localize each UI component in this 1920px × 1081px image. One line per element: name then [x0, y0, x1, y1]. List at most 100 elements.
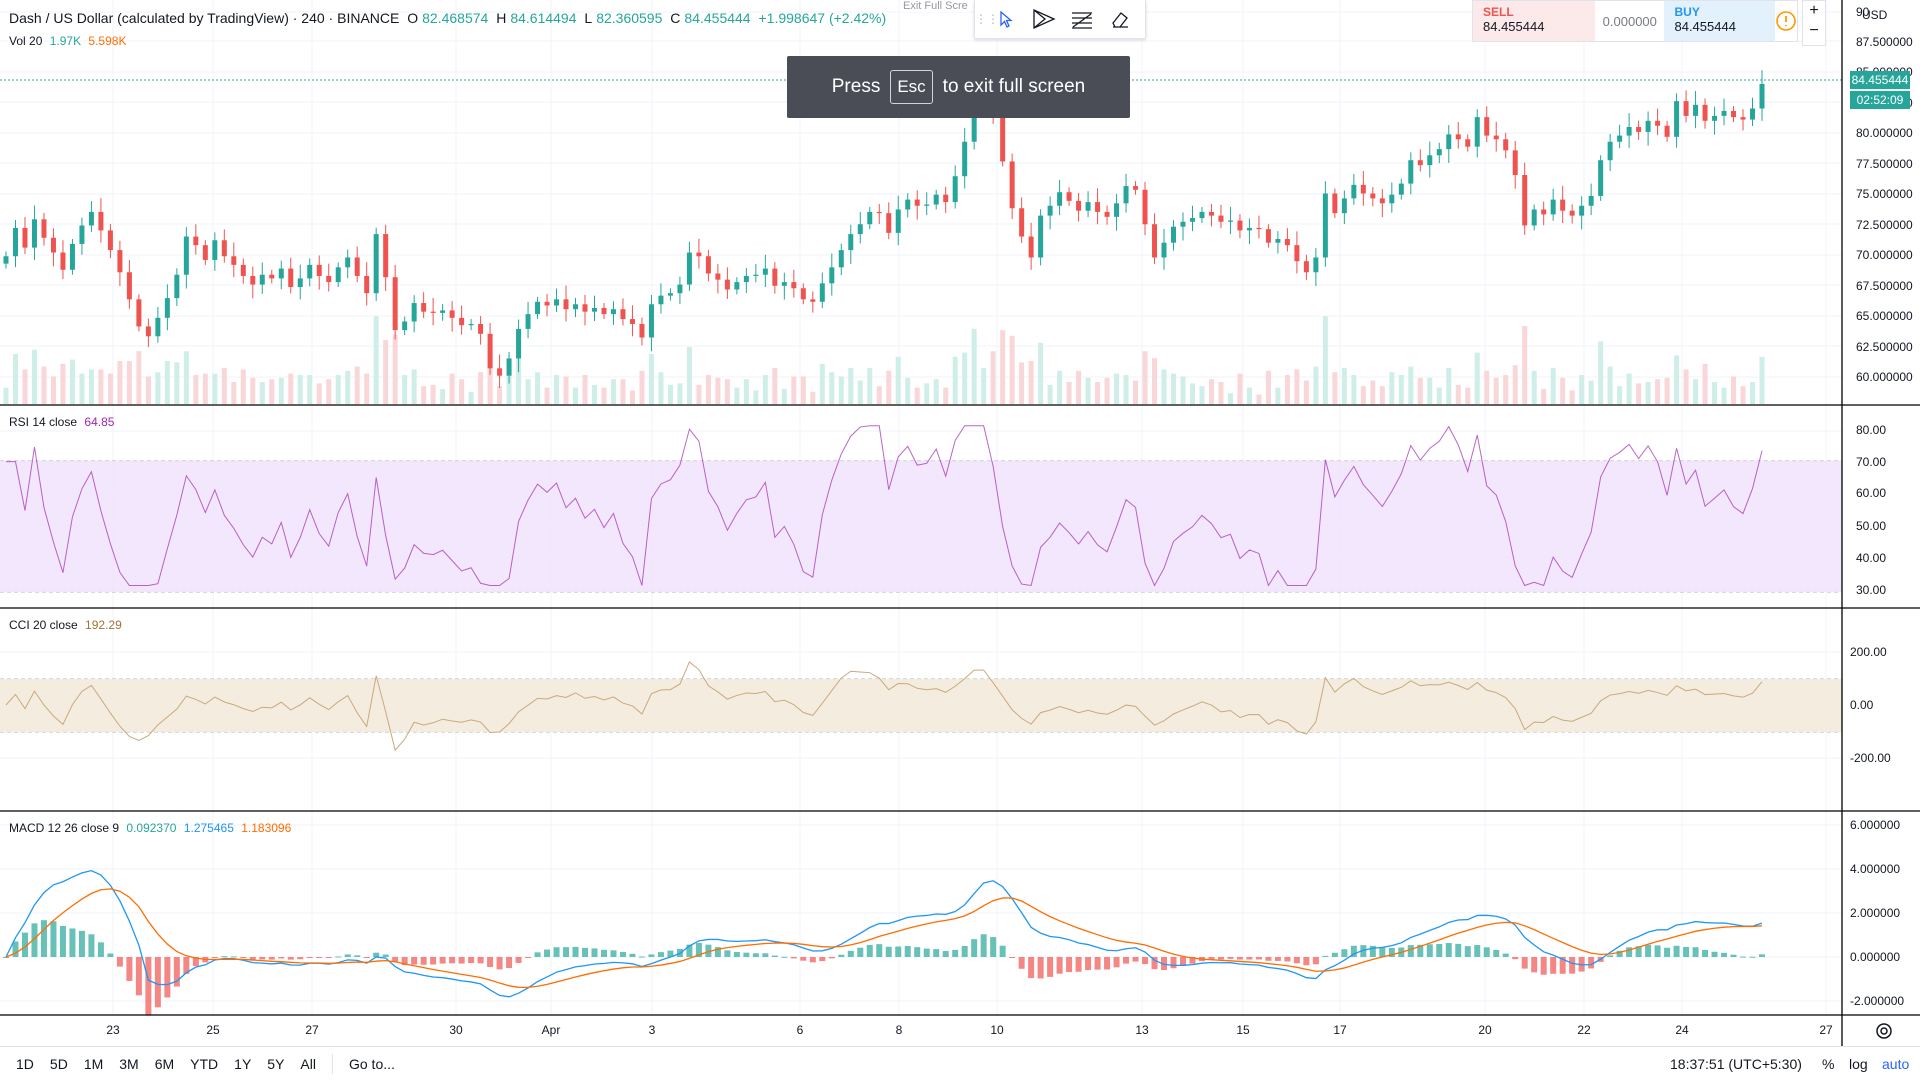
zoom-out-icon[interactable]: −	[1809, 22, 1819, 39]
timeframe-6m[interactable]: 6M	[154, 1056, 175, 1072]
sell-button[interactable]: SELL 84.455444	[1473, 1, 1596, 41]
exit-fullscreen-label[interactable]: Exit Full Scre	[903, 0, 968, 12]
macd-histogram-bar	[1360, 945, 1367, 957]
macd-histogram-bar	[1265, 957, 1272, 961]
sell-price: 84.455444	[1483, 19, 1545, 34]
candle-body	[1000, 114, 1006, 162]
candle-body	[449, 310, 455, 318]
macd-histogram-bar	[211, 957, 218, 958]
buy-button[interactable]: BUY 84.455444	[1664, 1, 1775, 41]
currency-label[interactable]: USD	[1862, 8, 1888, 22]
macd-label: MACD 12 26 close 9	[9, 821, 120, 835]
zoom-in-icon[interactable]: +	[1809, 2, 1819, 19]
candle-body	[962, 141, 968, 177]
close-value: 84.455444	[684, 10, 751, 26]
candle-body	[1655, 120, 1661, 126]
volume-bar	[914, 387, 920, 404]
macd-histogram-bar	[1730, 954, 1737, 957]
volume-bar	[943, 387, 949, 404]
candle-body	[307, 264, 313, 279]
eraser-icon[interactable]	[1101, 2, 1139, 36]
volume-bar	[240, 369, 246, 404]
time-tick-label: 20	[1478, 1023, 1492, 1037]
esc-key-badge: Esc	[890, 70, 933, 104]
candle-body	[1246, 227, 1252, 231]
log-toggle[interactable]: log	[1849, 1056, 1868, 1072]
chart-canvas[interactable]: 9087.50000085.00000082.50000080.00000077…	[0, 0, 1920, 1046]
last-price-badge: 84.455444	[1850, 71, 1910, 89]
candle-body	[1341, 198, 1347, 214]
info-icon[interactable]	[1775, 1, 1797, 41]
time-tick-label: 6	[797, 1023, 804, 1037]
candle-body	[819, 283, 825, 302]
macd-legend[interactable]: MACD 12 26 close 9 0.092370 1.275465 1.1…	[9, 821, 295, 835]
close-label: C	[670, 10, 681, 26]
auto-toggle[interactable]: auto	[1882, 1056, 1910, 1072]
cci-legend[interactable]: CCI 20 close 192.29	[9, 618, 126, 632]
candle-body	[1446, 134, 1452, 150]
volume-bar	[1000, 330, 1006, 404]
timeframe-5d[interactable]: 5D	[49, 1056, 68, 1072]
macd-histogram-bar	[1711, 951, 1718, 957]
candle-body	[50, 237, 56, 253]
volume-bar	[1493, 377, 1499, 404]
macd-histogram-bar	[790, 957, 797, 959]
rsi-polyline	[6, 425, 1763, 587]
goto-button[interactable]: Go to...	[348, 1056, 395, 1072]
timeframe-3m[interactable]: 3M	[119, 1056, 139, 1072]
macd-histogram-bar	[1540, 957, 1547, 975]
candle-body	[1180, 221, 1186, 227]
volume-bar	[990, 351, 996, 404]
volume-legend[interactable]: Vol 20 1.97K 5.598K	[9, 34, 130, 48]
rsi-legend[interactable]: RSI 14 close 64.85	[9, 415, 118, 429]
macd-histogram-bar	[1664, 947, 1671, 957]
candle-body	[354, 257, 360, 276]
candle-body	[1674, 101, 1680, 137]
macd-histogram-bar	[363, 957, 370, 958]
macd-histogram-bar	[1331, 952, 1338, 957]
candle-body	[117, 250, 123, 273]
clock[interactable]: 18:37:51 (UTC+5:30)	[1670, 1056, 1802, 1072]
drag-handle-icon[interactable]: ⋮⋮	[975, 12, 999, 26]
macd-histogram-bar	[1407, 945, 1414, 957]
timeframe-5y[interactable]: 5Y	[267, 1056, 285, 1072]
volume-bar	[1750, 382, 1756, 404]
symbol-title[interactable]: Dash / US Dollar (calculated by TradingV…	[9, 10, 400, 26]
volume-bar	[734, 387, 740, 404]
candle-body	[1664, 125, 1670, 137]
percent-toggle[interactable]: %	[1822, 1056, 1835, 1072]
time-tick-label: 25	[206, 1023, 220, 1037]
timeframe-ytd[interactable]: YTD	[190, 1056, 219, 1072]
volume-bar	[1512, 365, 1518, 404]
volume-bar	[1227, 393, 1233, 404]
trend-tool-icon[interactable]	[1025, 2, 1063, 36]
time-tick-label: 27	[305, 1023, 319, 1037]
macd-histogram-bar	[942, 951, 949, 957]
candle-body	[1379, 198, 1385, 204]
macd-histogram-bar	[1094, 957, 1101, 970]
macd-histogram-bar	[1170, 957, 1177, 969]
timeframe-1d[interactable]: 1D	[16, 1056, 34, 1072]
macd-histogram-bar	[392, 957, 399, 962]
price-tick-label: 70.000000	[1856, 248, 1913, 262]
timeframe-1m[interactable]: 1M	[83, 1056, 104, 1072]
macd-histogram-bar	[1227, 957, 1234, 959]
cci-line	[5, 661, 1763, 752]
timeframe-all[interactable]: All	[300, 1056, 316, 1072]
macd-histogram-bar	[88, 934, 95, 957]
macd-histogram-bar	[1521, 957, 1528, 969]
macd-histogram-bar	[667, 950, 674, 957]
macd-histogram-bar	[591, 948, 598, 957]
volume-bar	[459, 379, 465, 404]
macd-tick-label: 4.000000	[1850, 862, 1900, 876]
candle-body	[468, 323, 474, 326]
cursor-icon[interactable]	[987, 2, 1025, 36]
settings-gear-icon[interactable]	[1876, 1023, 1892, 1039]
volume-bar	[1569, 390, 1575, 404]
macd-histogram-bar	[430, 957, 437, 965]
fib-tool-icon[interactable]	[1063, 2, 1101, 36]
volume-bar	[962, 352, 968, 404]
timeframe-1y[interactable]: 1Y	[234, 1056, 252, 1072]
volume-bar	[1028, 361, 1034, 404]
macd-histogram-bar	[971, 939, 978, 957]
